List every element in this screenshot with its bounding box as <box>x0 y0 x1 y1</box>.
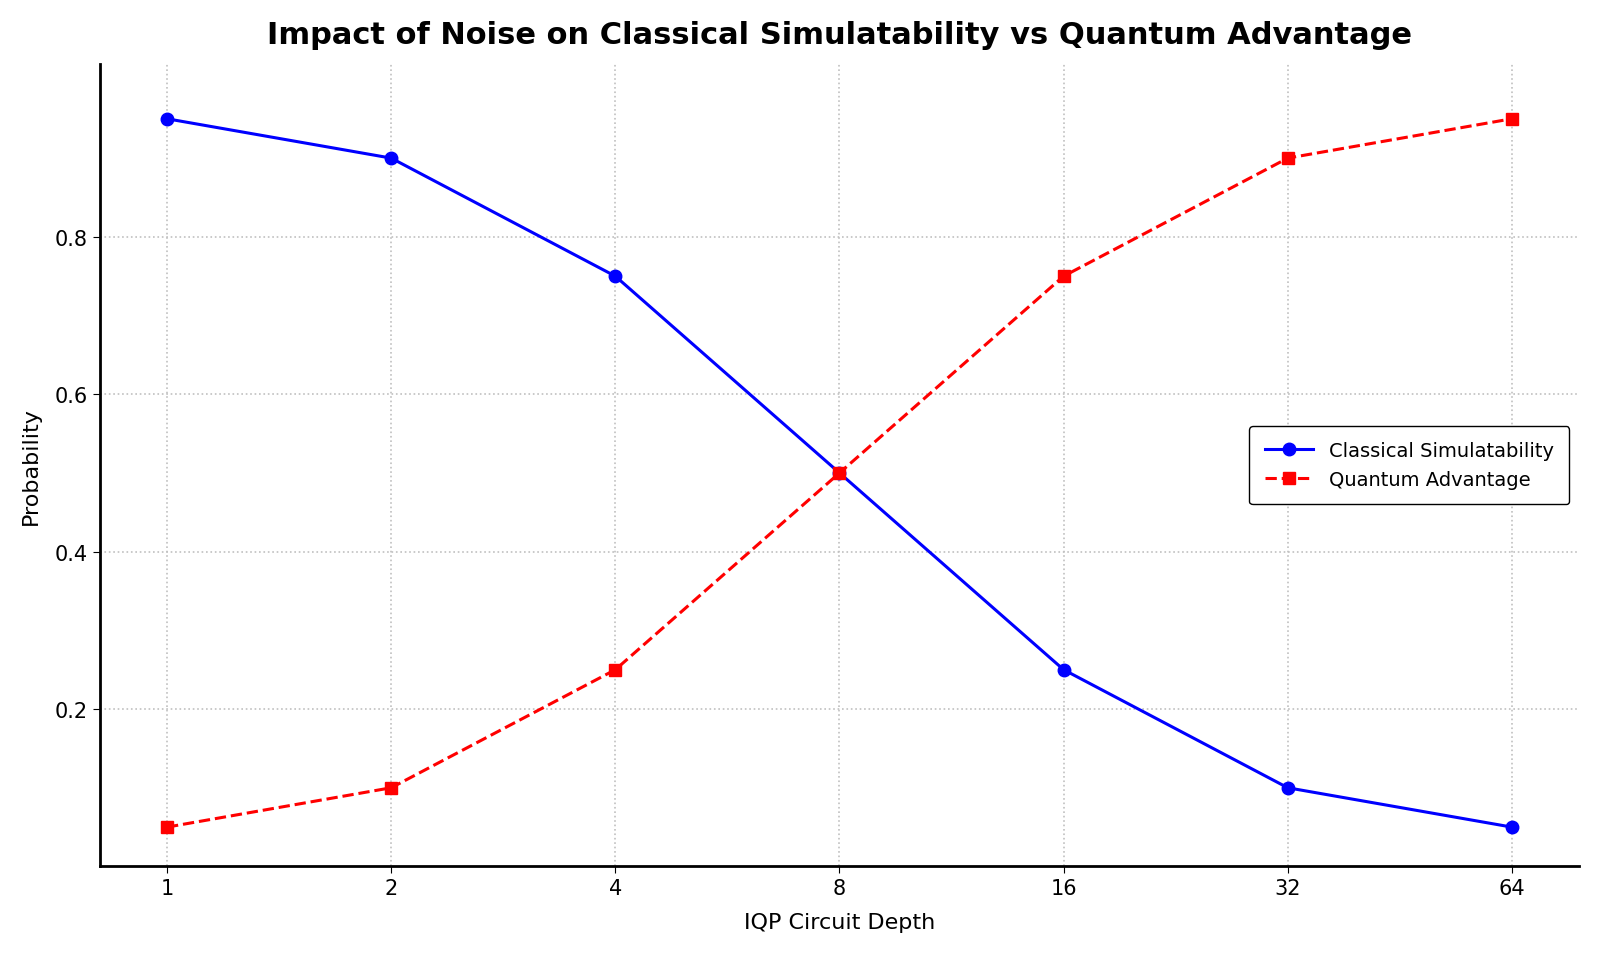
Quantum Advantage <box>606 664 626 676</box>
Y-axis label: Probability: Probability <box>21 407 42 524</box>
Title: Impact of Noise on Classical Simulatability vs Quantum Advantage: Impact of Noise on Classical Simulatabil… <box>267 21 1411 50</box>
Classical Simulatability <box>1502 821 1522 833</box>
Classical Simulatability <box>606 272 626 283</box>
Quantum Advantage <box>1502 114 1522 126</box>
Quantum Advantage <box>1278 153 1298 165</box>
Classical Simulatability <box>1054 664 1074 676</box>
Legend: Classical Simulatability, Quantum Advantage: Classical Simulatability, Quantum Advant… <box>1250 426 1570 505</box>
Classical Simulatability <box>1278 782 1298 794</box>
Line: Classical Simulatability: Classical Simulatability <box>160 113 1518 834</box>
Quantum Advantage <box>830 468 850 479</box>
Quantum Advantage <box>157 821 176 833</box>
Classical Simulatability <box>830 468 850 479</box>
X-axis label: IQP Circuit Depth: IQP Circuit Depth <box>744 912 934 932</box>
Quantum Advantage <box>381 782 400 794</box>
Quantum Advantage <box>1054 272 1074 283</box>
Classical Simulatability <box>157 114 176 126</box>
Line: Quantum Advantage: Quantum Advantage <box>160 113 1518 834</box>
Classical Simulatability <box>381 153 400 165</box>
